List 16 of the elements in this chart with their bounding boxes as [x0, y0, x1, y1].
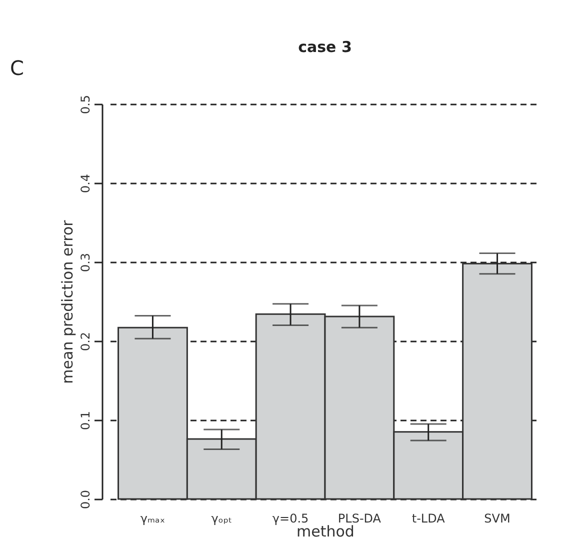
y-tick-label: 0.4 — [78, 174, 92, 194]
x-tick-label: γₒₚₜ — [211, 512, 232, 526]
x-tick-label: SVM — [484, 512, 510, 526]
y-tick-label: 0.1 — [78, 410, 92, 430]
y-tick-label: 0.3 — [78, 252, 92, 272]
x-tick-label: γ=0.5 — [272, 512, 309, 526]
text: C — [10, 56, 24, 80]
x-axis-title: method — [296, 522, 354, 540]
x-tick-label: PLS-DA — [338, 512, 382, 526]
y-axis-title: mean prediction error — [58, 219, 76, 384]
y-tick-label: 0.5 — [78, 94, 92, 114]
x-tick-label: t-LDA — [412, 512, 446, 526]
chart-title: case 3 — [298, 38, 352, 56]
x-tick-label: γₘₐₓ — [140, 512, 166, 526]
y-tick-label: 0.2 — [78, 332, 92, 352]
y-tick-label: 0.0 — [78, 490, 92, 510]
